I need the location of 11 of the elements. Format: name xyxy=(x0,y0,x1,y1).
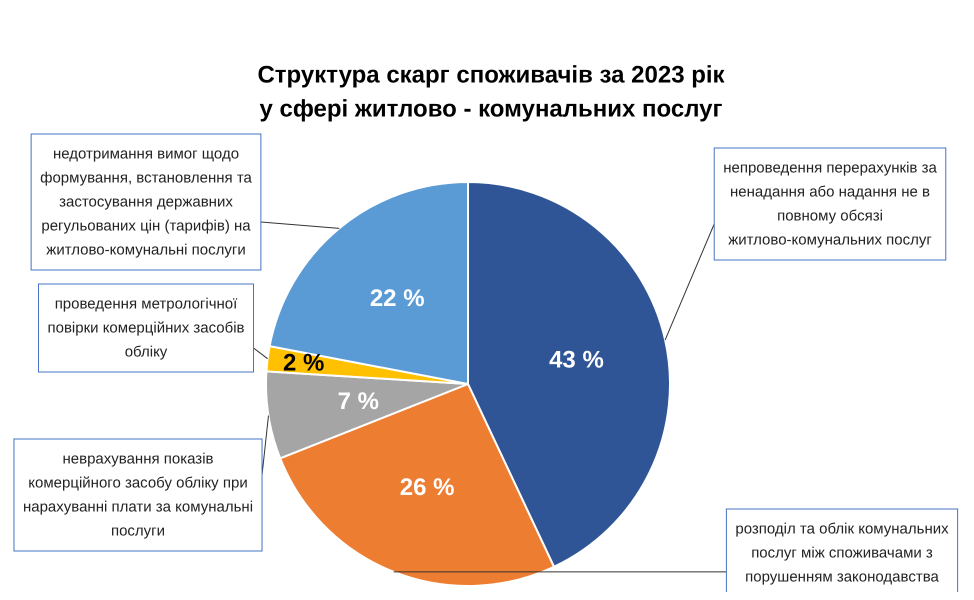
slice-label: проведення метрологічної повірки комерційних засобів обліку xyxy=(47,296,245,360)
slice-label: недотримання вимог щодо формування, встановлення та застосування державних регульованих цін (тарифів) на житлово-комунальні послуги xyxy=(40,146,253,258)
data-label: 22 % xyxy=(370,284,425,312)
chart-title: Структура скарг споживачів за 2023 рік у сфері житлово - комунальних послуг xyxy=(257,62,726,122)
data-label: 2 % xyxy=(282,350,324,377)
slice-label: неврахування показів комерційного засобу обліку при нарахуванні плати за комунальні послуги xyxy=(22,450,254,540)
data-label: 43 % xyxy=(549,346,604,374)
data-label: 7 % xyxy=(338,388,379,415)
data-label: 26 % xyxy=(400,474,454,501)
slice-label: непроведення перерахунків за ненадання або надання не в повному обсязі житлово-комунальних послуг xyxy=(723,160,938,248)
slice-label: розподіл та облік комунальних послуг між споживачами з порушенням законодавства xyxy=(735,520,950,586)
